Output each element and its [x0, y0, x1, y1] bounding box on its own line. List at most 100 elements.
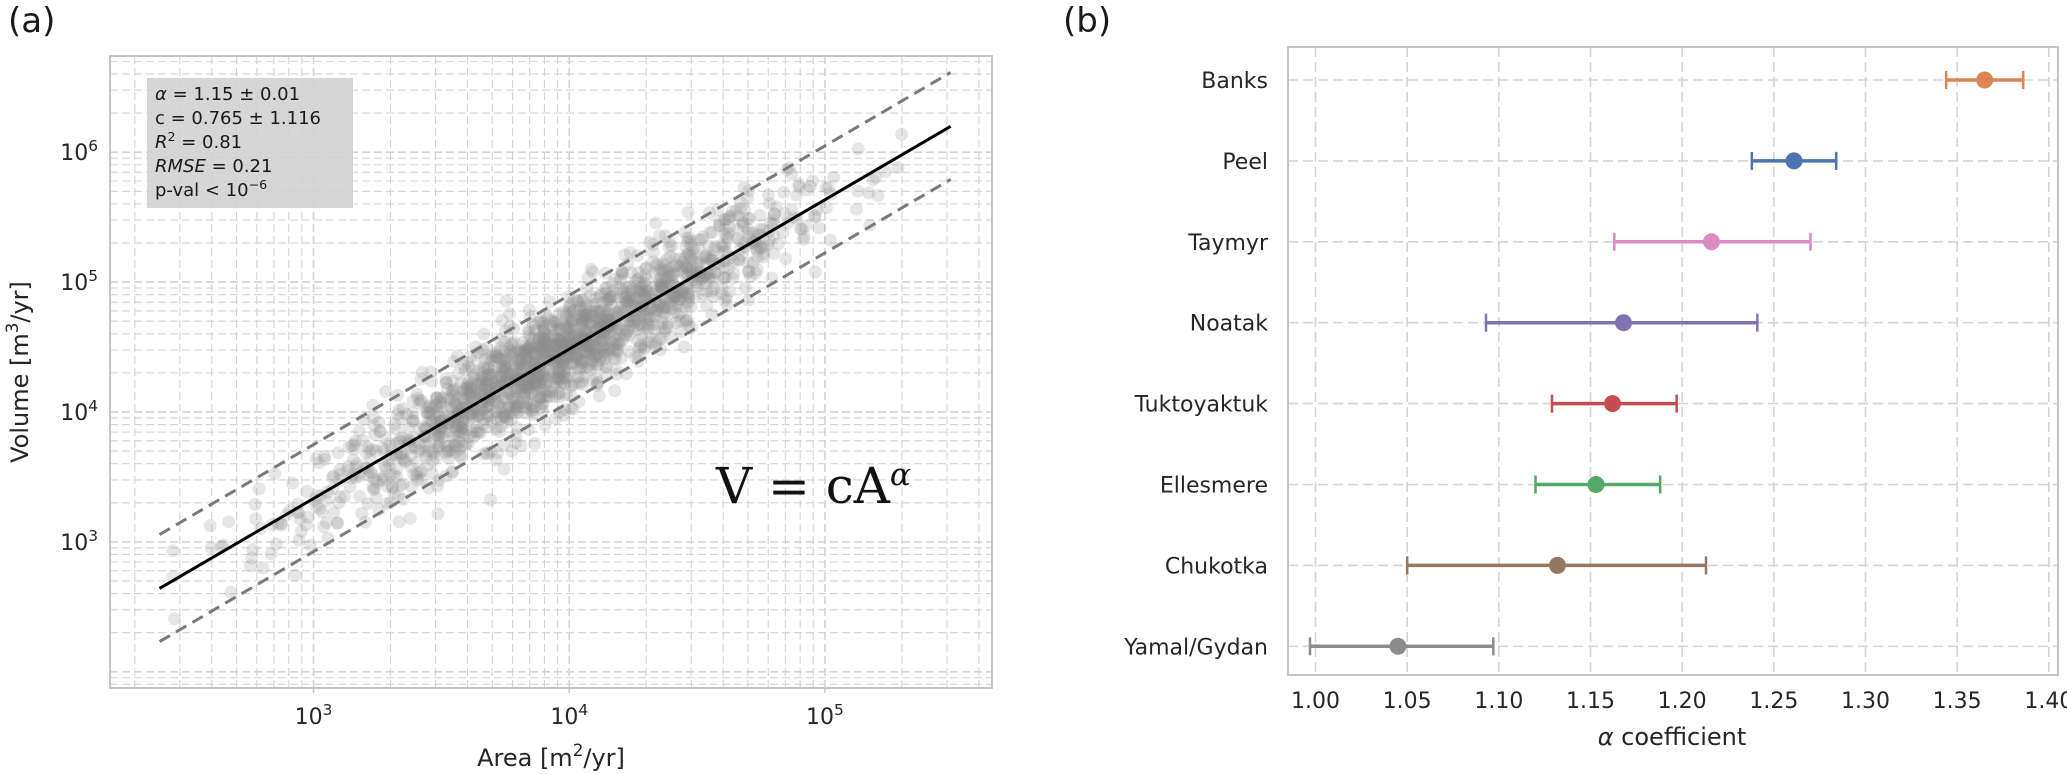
data-point [577, 312, 591, 326]
data-point [601, 293, 615, 307]
data-point [654, 298, 668, 312]
data-point [657, 298, 671, 312]
data-point [363, 444, 377, 458]
data-point [796, 233, 810, 247]
data-point [750, 263, 764, 277]
data-point [463, 350, 477, 364]
x-tick-label: 1.10 [1474, 689, 1523, 714]
data-point [424, 408, 438, 422]
data-point [608, 273, 622, 287]
data-point [549, 339, 563, 353]
data-point [620, 294, 634, 308]
data-point [498, 364, 512, 378]
data-point [608, 384, 622, 398]
data-point [516, 344, 530, 358]
data-point [537, 323, 551, 337]
data-point [485, 349, 499, 363]
data-point [537, 338, 551, 352]
data-point [497, 438, 511, 452]
data-point [619, 290, 633, 304]
data-point [464, 379, 478, 393]
data-point [573, 362, 587, 376]
data-point [567, 357, 581, 371]
data-point [494, 341, 508, 355]
data-point [497, 352, 511, 366]
data-point [702, 239, 716, 253]
data-point [520, 354, 534, 368]
data-point [492, 351, 506, 365]
panel-b-category-labels: Banks Peel Taymyr Noatak Tuktoyaktuk Ellesmer… [1123, 69, 1269, 660]
data-point [699, 276, 713, 290]
data-point [625, 266, 639, 280]
data-point [642, 310, 656, 324]
data-point [560, 332, 574, 346]
data-point [586, 308, 600, 322]
data-point [447, 389, 461, 403]
data-point [521, 375, 535, 389]
data-point [628, 315, 642, 329]
data-point [436, 430, 450, 444]
data-point [500, 355, 514, 369]
data-point [507, 345, 521, 359]
data-point [367, 483, 381, 497]
data-point [655, 305, 669, 319]
data-point [573, 302, 587, 316]
data-point [509, 428, 523, 442]
data-point [656, 256, 670, 270]
data-point [453, 409, 467, 423]
data-point [609, 334, 623, 348]
data-point [519, 351, 533, 365]
data-point [624, 284, 638, 298]
data-point [769, 200, 783, 214]
estimate-point [1976, 71, 1994, 89]
data-point [709, 240, 723, 254]
data-point [541, 341, 555, 355]
data-point [808, 265, 822, 279]
data-point [505, 338, 519, 352]
data-point [702, 272, 716, 286]
data-point [661, 271, 675, 285]
data-point [638, 317, 652, 331]
data-point [681, 289, 695, 303]
data-point [318, 452, 332, 466]
data-point [683, 263, 697, 277]
data-point [313, 502, 327, 516]
data-point [454, 426, 468, 440]
data-point [367, 472, 381, 486]
data-point [546, 366, 560, 380]
data-point [451, 429, 465, 443]
data-point [500, 411, 514, 425]
data-point [430, 391, 444, 405]
data-point [653, 273, 667, 287]
data-point [537, 348, 551, 362]
data-point [530, 338, 544, 352]
data-point [557, 408, 571, 422]
data-point [611, 306, 625, 320]
data-point [421, 444, 435, 458]
data-point [592, 305, 606, 319]
data-point [596, 334, 610, 348]
data-point [552, 332, 566, 346]
panel-a-y-ticks: 103 104 105 106 [60, 137, 98, 556]
data-point [586, 310, 600, 324]
data-point [269, 537, 283, 551]
panel-b-background [1288, 47, 2058, 675]
data-point [690, 275, 704, 289]
data-point [670, 289, 684, 303]
data-point [654, 321, 668, 335]
data-point [423, 414, 437, 428]
data-point [536, 342, 550, 356]
data-point [536, 397, 550, 411]
data-point [785, 167, 799, 181]
data-point [462, 385, 476, 399]
data-point [454, 415, 468, 429]
data-point [481, 373, 495, 387]
data-point [499, 409, 513, 423]
data-point [578, 308, 592, 322]
category-label: Ellesmere [1160, 474, 1268, 499]
data-point [515, 360, 529, 374]
data-point [573, 300, 587, 314]
data-point [473, 383, 487, 397]
data-point [525, 354, 539, 368]
data-point [502, 387, 516, 401]
